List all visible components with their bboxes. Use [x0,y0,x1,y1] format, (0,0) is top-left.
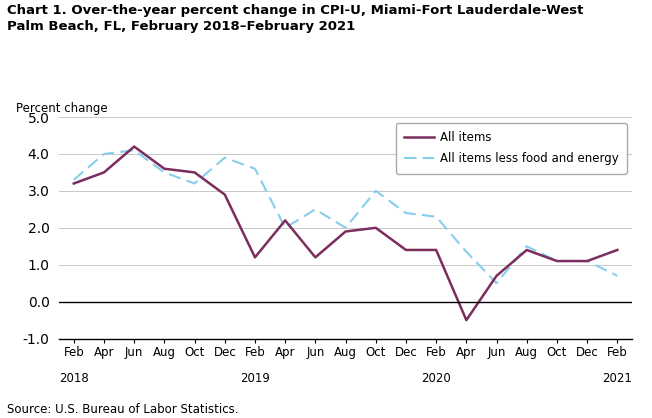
All items less food and energy [523,244,531,249]
All items [221,192,229,197]
All items [100,170,108,175]
Text: 2019: 2019 [240,372,270,385]
All items less food and energy [584,258,591,264]
Text: Chart 1. Over-the-year percent change in CPI-U, Miami-Fort Lauderdale-West
Palm : Chart 1. Over-the-year percent change in… [7,4,583,33]
All items less food and energy [281,225,289,230]
All items [251,255,259,260]
All items less food and energy [493,281,501,286]
All items less food and energy [160,170,168,175]
Text: Percent change: Percent change [16,102,108,115]
All items [402,247,410,252]
All items [372,225,379,230]
All items [342,229,349,234]
All items [160,166,168,171]
Text: 2020: 2020 [421,372,451,385]
All items less food and energy [100,151,108,156]
All items less food and energy [614,273,621,278]
All items less food and energy [70,177,78,182]
All items less food and energy [462,249,470,254]
All items less food and energy [190,181,198,186]
All items [493,273,501,278]
All items less food and energy [312,207,319,212]
All items [312,255,319,260]
All items less food and energy [130,148,138,153]
Text: 2018: 2018 [59,372,89,385]
All items [432,247,440,252]
All items [523,247,531,252]
All items [130,144,138,149]
All items less food and energy [402,211,410,216]
Text: Source: U.S. Bureau of Labor Statistics.: Source: U.S. Bureau of Labor Statistics. [7,403,238,416]
All items [462,318,470,323]
Text: 2021: 2021 [602,372,632,385]
All items [281,218,289,223]
All items [614,247,621,252]
All items [70,181,78,186]
All items less food and energy [221,155,229,160]
All items less food and energy [372,189,379,194]
All items [584,258,591,264]
All items [190,170,198,175]
Legend: All items, All items less food and energy: All items, All items less food and energ… [396,123,627,174]
All items [553,258,561,264]
Line: All items less food and energy: All items less food and energy [74,150,617,283]
All items less food and energy [432,214,440,219]
All items less food and energy [251,166,259,171]
All items less food and energy [342,225,349,230]
Line: All items: All items [74,147,617,320]
All items less food and energy [553,258,561,264]
